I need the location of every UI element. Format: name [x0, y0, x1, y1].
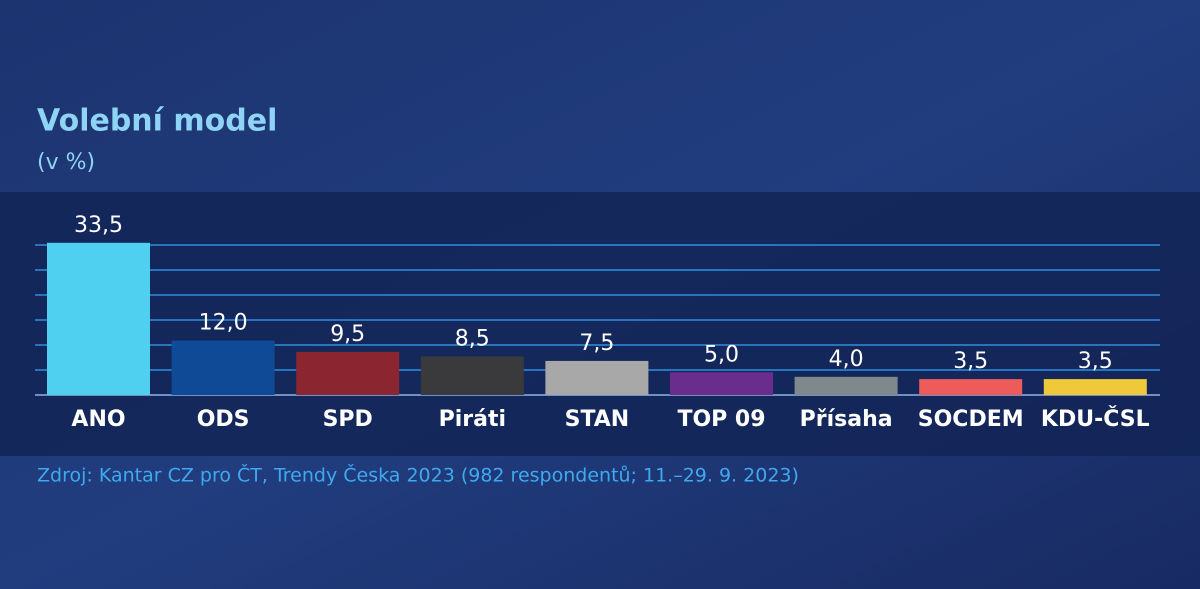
value-label: 3,5: [1078, 349, 1113, 374]
bar: [919, 379, 1023, 395]
bar: [420, 356, 524, 395]
value-label: 12,0: [199, 310, 248, 335]
value-label: 3,5: [953, 349, 988, 374]
value-label: 7,5: [579, 331, 614, 356]
x-tick-label: STAN: [565, 407, 630, 432]
x-tick-label: TOP 09: [677, 407, 765, 432]
x-tick-label: KDU-ČSL: [1041, 406, 1150, 432]
x-tick-label: ANO: [71, 407, 125, 432]
chart-panel: [0, 192, 1200, 456]
bar: [47, 242, 150, 395]
x-tick-label: SPD: [323, 407, 373, 432]
x-tick-label: Piráti: [439, 407, 506, 432]
x-tick-label: SOCDEM: [918, 407, 1024, 432]
chart-subtitle: (v %): [37, 150, 95, 175]
value-label: 5,0: [704, 342, 739, 367]
value-label: 9,5: [330, 322, 365, 347]
bar: [794, 376, 898, 395]
bar: [296, 351, 400, 395]
bar: [545, 360, 649, 395]
source-note: Zdroj: Kantar CZ pro ČT, Trendy Česka 20…: [37, 463, 799, 487]
bar: [1043, 379, 1147, 395]
x-tick-label: ODS: [197, 407, 250, 432]
value-label: 8,5: [455, 326, 490, 351]
chart-title: Volební model: [37, 104, 277, 139]
x-tick-label: Přísaha: [800, 407, 893, 432]
value-label: 33,5: [74, 213, 123, 238]
bar: [670, 372, 773, 395]
value-label: 4,0: [829, 347, 864, 372]
bar: [171, 340, 275, 395]
